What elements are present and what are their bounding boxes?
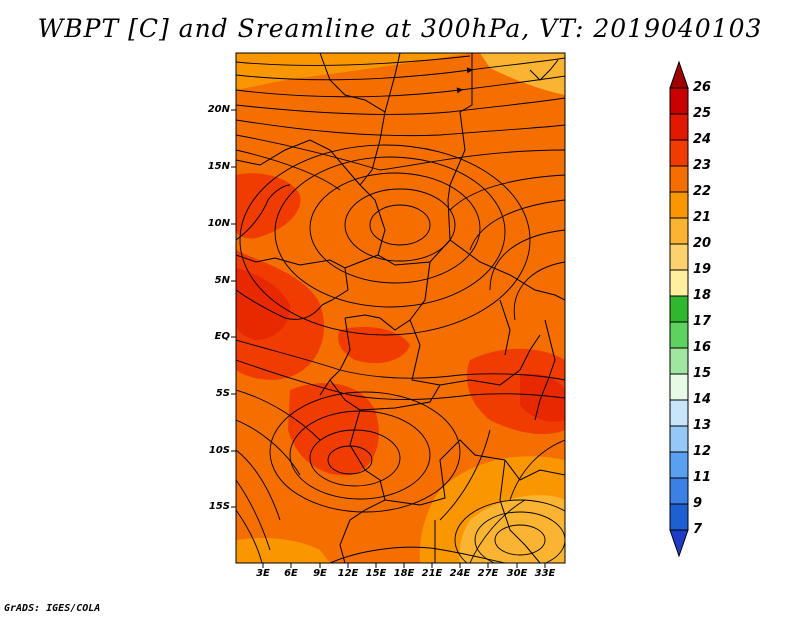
colorbar-label: 18 (693, 288, 712, 303)
colorbar-label: 21 (693, 210, 712, 225)
colorbar-segment (669, 87, 689, 115)
lon-label: 3E (256, 568, 270, 579)
colorbar-segment (669, 477, 689, 505)
lon-ticks (262, 563, 546, 568)
coastline-west (236, 184, 291, 241)
colorbar-segment (669, 451, 689, 479)
map-plot-area (236, 53, 565, 563)
lon-label: 6E (284, 568, 298, 579)
colorbar-segment (669, 217, 689, 245)
lon-label: 30E (506, 568, 528, 579)
lon-label: 18E (393, 568, 415, 579)
streamlines (236, 55, 565, 563)
colorbar-label: 12 (693, 444, 712, 459)
colorbar-label: 20 (693, 236, 712, 251)
colorbar-label: 23 (693, 158, 712, 173)
lat-label: 20N (207, 104, 230, 115)
colorbar-label: 13 (693, 418, 712, 433)
grads-credit: GrADS: IGES/COLA (4, 603, 101, 614)
colorbar-top-triangle (669, 60, 689, 89)
colorbar-segment (669, 243, 689, 271)
plot-frame (235, 52, 566, 564)
colorbar-label: 17 (693, 314, 712, 329)
lat-label: 15S (208, 501, 230, 512)
lat-label: 15N (207, 161, 230, 172)
colorbar-label: 7 (693, 522, 703, 537)
colorbar-label: 22 (693, 184, 712, 199)
colorbar-label: 11 (693, 470, 712, 485)
lat-label: EQ (214, 331, 230, 342)
colorbar-label: 19 (693, 262, 712, 277)
lat-label: 5S (215, 388, 230, 399)
lon-label: 15E (365, 568, 387, 579)
colorbar-label: 24 (693, 132, 712, 147)
lat-label: 10S (208, 445, 230, 456)
colorbar-segment (669, 191, 689, 219)
colorbar-segment (669, 373, 689, 401)
lat-label: 5N (214, 275, 230, 286)
lon-label: 33E (534, 568, 556, 579)
lon-label: 9E (313, 568, 327, 579)
lat-label: 10N (207, 218, 230, 229)
colorbar-label: 26 (693, 80, 712, 95)
colorbar-segment (669, 425, 689, 453)
colorbar-bottom-triangle (669, 529, 689, 558)
lat-ticks (231, 109, 236, 508)
lon-label: 21E (421, 568, 443, 579)
colorbar-segment (669, 347, 689, 375)
colorbar (669, 60, 689, 558)
colorbar-segment (669, 399, 689, 427)
coastline-guinea (236, 289, 323, 320)
colorbar-segment (669, 269, 689, 297)
colorbar-segment (669, 321, 689, 349)
colorbar-segment (669, 165, 689, 193)
colorbar-segment (669, 139, 689, 167)
colorbar-label: 15 (693, 366, 712, 381)
colorbar-segment (669, 295, 689, 323)
colorbar-segment (669, 503, 689, 531)
wbpt-shading-hot (236, 268, 565, 422)
colorbar-label: 25 (693, 106, 712, 121)
lon-label: 24E (449, 568, 471, 579)
country-borders (236, 53, 565, 563)
lon-label: 27E (477, 568, 499, 579)
colorbar-segment (669, 113, 689, 141)
wbpt-shading-cooler (459, 53, 565, 563)
colorbar-label: 14 (693, 392, 712, 407)
lon-label: 12E (337, 568, 359, 579)
colorbar-label: 9 (693, 496, 703, 511)
colorbar-label: 16 (693, 340, 712, 355)
map-title: WBPT [C] and Sreamline at 300hPa, VT: 20… (37, 14, 763, 43)
